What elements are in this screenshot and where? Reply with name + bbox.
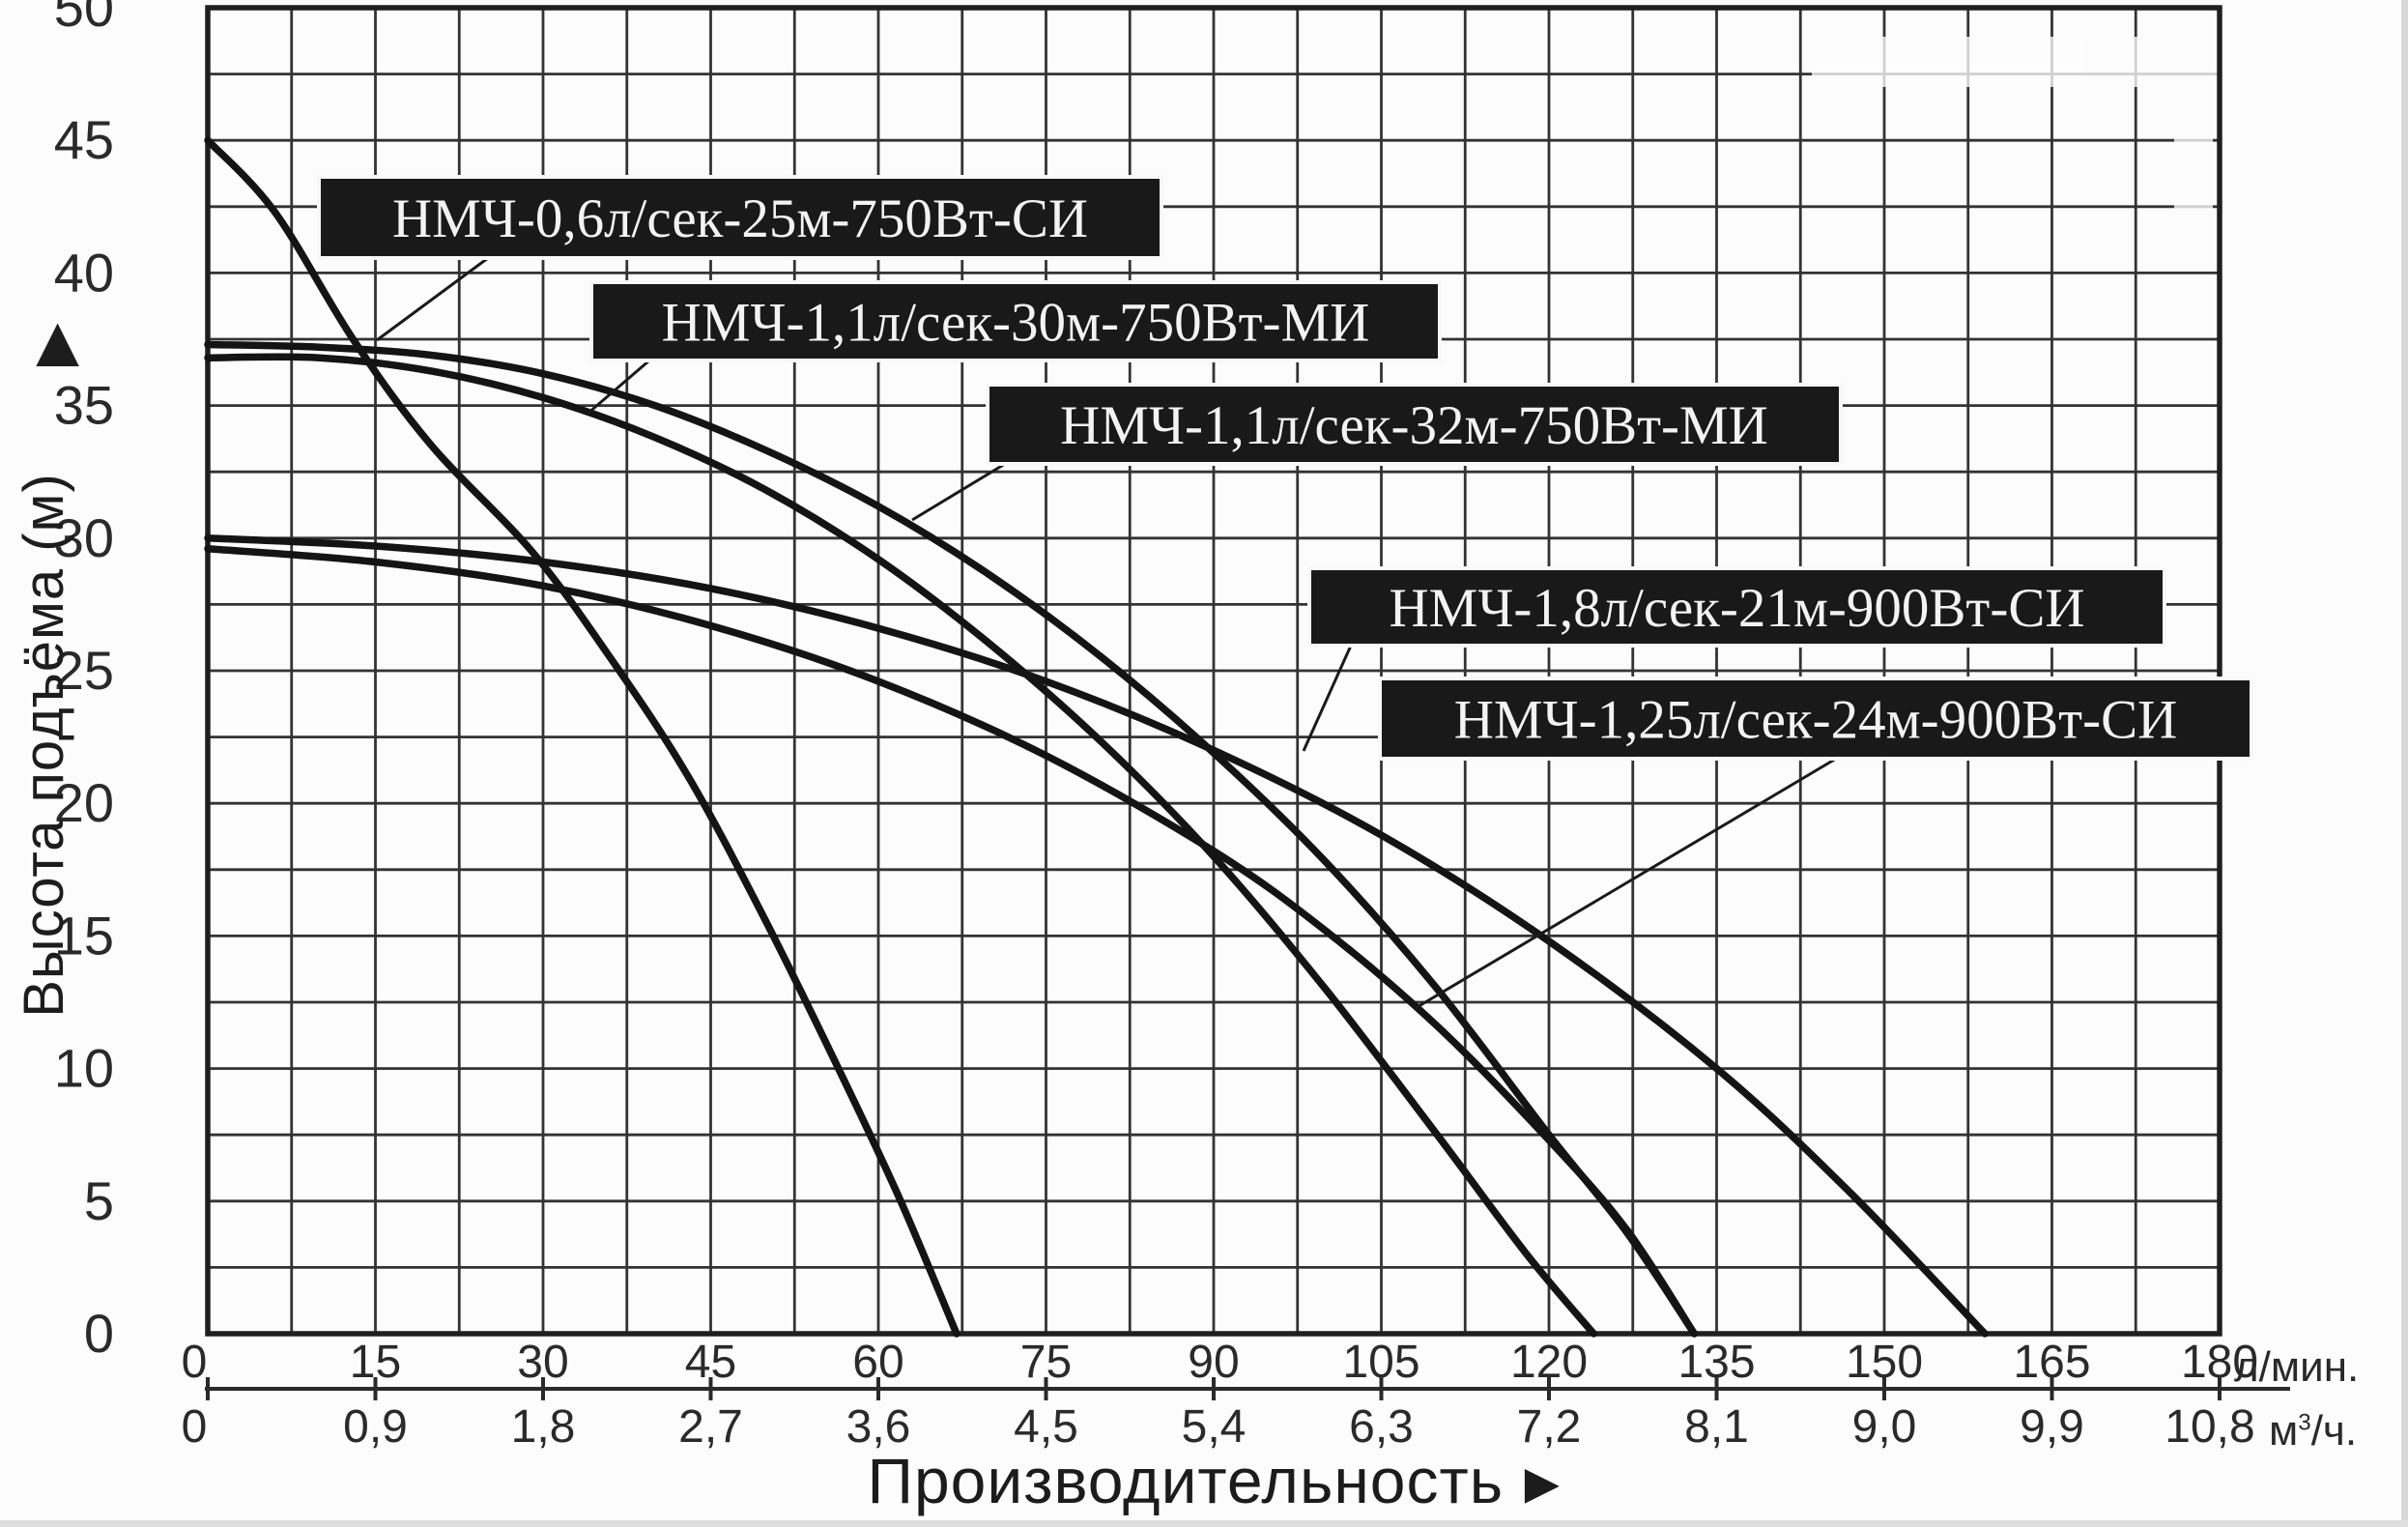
x-tick-label-m3h: 5,4 (1182, 1401, 1247, 1453)
x-axis-title: Производительность ► (785, 1444, 1654, 1517)
series-label-text: НМЧ-0,6л/сек-25м-750Вт-СИ (392, 188, 1088, 249)
x-tick-label-m3h: 7,2 (1517, 1401, 1582, 1453)
y-axis-title: Высота подъёма (м) (13, 473, 75, 1018)
x-tick-label-m3h: 0,9 (343, 1401, 408, 1453)
x-tick-label-lmin: 180 (2181, 1337, 2258, 1388)
x-tick-label-m3h: 6,3 (1349, 1401, 1414, 1453)
y-tick-label: 45 (54, 109, 114, 170)
x-tick-label-lmin: 105 (1342, 1337, 1419, 1388)
x-tick-label-lmin: 15 (350, 1337, 401, 1388)
leader-line-0 (376, 256, 489, 342)
pump-curve-3 (204, 534, 1989, 1338)
series-label-box-rect (1378, 677, 2253, 761)
x-tick-label-m3h: 4,5 (1014, 1401, 1078, 1453)
pump-curves (204, 136, 1989, 1338)
pump-curve-1 (204, 353, 1598, 1338)
x-tick-label-lmin: 150 (1846, 1337, 1923, 1388)
series-label-text: НМЧ-1,1л/сек-32м-750Вт-МИ (1060, 395, 1768, 456)
x-tick-label-lmin: 120 (1510, 1337, 1588, 1388)
x-axis-ticks (206, 1377, 2222, 1400)
leader-line-1 (587, 359, 650, 416)
x-tick-label-lmin: 90 (1188, 1337, 1239, 1388)
x-tick-label-m3h: 0 (182, 1401, 208, 1453)
unit-m3h-sup: 3 (2298, 1409, 2311, 1436)
x-tick-labels-m3h: 0 0,9 1,8 2,7 3,6 4,5 5,4 6,3 7,2 8,1 9,0 9,9 10,8 (182, 1401, 2255, 1453)
series-label-box-1: НМЧ-1,1л/сек-30м-750Вт-МИ (589, 280, 1442, 362)
leader-line-2 (911, 462, 1006, 522)
page-edge-right (2401, 0, 2408, 1527)
x-tick-label-lmin: 165 (2013, 1337, 2090, 1388)
x-tick-label-m3h: 3,6 (846, 1401, 911, 1453)
x-axis-title-text: Производительность (867, 1445, 1505, 1516)
y-tick-label: 20 (54, 772, 114, 833)
series-label-box-3: НМЧ-1,8л/сек-21м-900Вт-СИ (1307, 566, 2166, 648)
pump-curve-0 (204, 136, 960, 1338)
x-axis-unit-m3h: м3/ч. (2269, 1407, 2357, 1455)
unit-m3h-base: м (2269, 1407, 2299, 1455)
leader-line-4 (1415, 757, 1837, 1010)
series-label-box-4: НМЧ-1,25л/сек-24м-900Вт-СИ (1378, 677, 2253, 761)
pump-curve-4 (204, 545, 1699, 1338)
x-axis-right-arrow-icon: ► (1513, 1451, 1572, 1515)
y-axis-up-arrow-icon: ▲ (21, 301, 95, 383)
y-tick-label: 30 (54, 507, 114, 568)
plot-border (205, 5, 2222, 1337)
page-edge-bottom (0, 1520, 2408, 1527)
y-tick-label: 25 (54, 640, 114, 701)
y-tick-label: 5 (84, 1170, 114, 1231)
grid-faded-patch (1812, 37, 2380, 212)
unit-m3h-rest: /ч. (2310, 1407, 2358, 1455)
x-tick-label-lmin: 135 (1677, 1337, 1755, 1388)
series-label-box-rect (986, 383, 1843, 466)
series-label-text: НМЧ-1,25л/сек-24м-900Вт-СИ (1454, 690, 2178, 751)
y-tick-label: 10 (54, 1038, 114, 1099)
x-tick-label-m3h: 10,8 (2164, 1401, 2254, 1453)
series-label-box-rect (589, 280, 1442, 362)
x-tick-label-lmin: 60 (852, 1337, 903, 1388)
y-tick-label: 35 (54, 375, 114, 436)
leader-line-3 (1302, 645, 1353, 752)
x-tick-label-m3h: 1,8 (511, 1401, 576, 1453)
series-label-box-0: НМЧ-0,6л/сек-25м-750Вт-СИ (317, 175, 1163, 260)
y-tick-labels: 0 5 10 15 20 25 30 35 40 45 50 (54, 0, 114, 1364)
x-tick-label-m3h: 9,9 (2020, 1401, 2084, 1453)
x-tick-label-lmin: 30 (517, 1337, 568, 1388)
series-label-boxes: НМЧ-0,6л/сек-25м-750Вт-СИ НМЧ-1,1л/сек-30… (317, 175, 2253, 761)
series-label-box-2: НМЧ-1,1л/сек-32м-750Вт-МИ (986, 383, 1843, 466)
series-label-text: НМЧ-1,8л/сек-21м-900Вт-СИ (1389, 578, 2084, 639)
series-label-text: НМЧ-1,1л/сек-30м-750Вт-МИ (662, 293, 1370, 354)
x-tick-label-m3h: 2,7 (678, 1401, 743, 1453)
x-tick-labels-lmin: 0 15 30 45 60 75 90 105 120 135 150 165 180 (182, 1337, 2258, 1388)
x-tick-label-lmin: 75 (1020, 1337, 1072, 1388)
pump-curve-2 (204, 340, 1699, 1338)
x-tick-label-lmin: 0 (182, 1337, 208, 1388)
y-tick-label: 40 (54, 242, 114, 303)
x-tick-label-m3h: 8,1 (1684, 1401, 1749, 1453)
y-tick-label: 15 (54, 905, 114, 965)
x-axis-unit-lmin: л/мин. (2234, 1343, 2360, 1391)
x-tick-label-m3h: 9,0 (1852, 1401, 1917, 1453)
y-tick-label: 50 (54, 0, 114, 38)
y-tick-label: 0 (84, 1303, 114, 1364)
series-label-box-rect (317, 175, 1163, 260)
x-tick-label-lmin: 45 (685, 1337, 736, 1388)
series-label-box-rect (1307, 566, 2166, 648)
leader-lines (376, 256, 1837, 1010)
